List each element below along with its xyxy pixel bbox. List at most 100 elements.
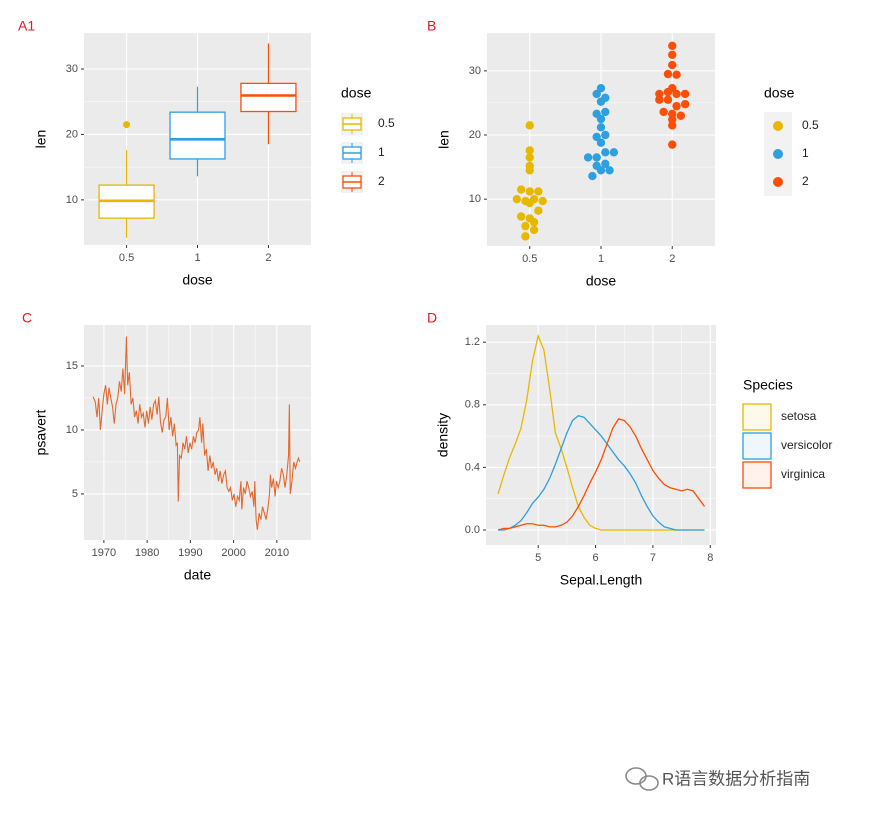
dot [680, 89, 690, 99]
dot [588, 171, 597, 181]
legend-glyph [773, 177, 783, 187]
x-axis-title: dose [586, 273, 617, 289]
panel-tag: B [427, 18, 436, 34]
watermark-icon [625, 767, 659, 791]
dot [672, 89, 681, 99]
y-tick-label: 20 [469, 129, 481, 141]
dot [672, 70, 681, 79]
dot [592, 109, 601, 119]
legend-glyph [773, 121, 783, 131]
x-tick-label: 1 [194, 252, 200, 264]
y-tick-label: 0.4 [465, 461, 480, 473]
dot [534, 187, 543, 196]
x-tick-label: 1990 [178, 547, 202, 559]
dot [609, 148, 619, 157]
dot [596, 166, 606, 175]
panel-tag: C [22, 310, 32, 326]
y-tick-label: 1.2 [465, 336, 480, 348]
legend-label: 0.5 [802, 118, 819, 132]
y-axis-title: len [436, 130, 452, 149]
dot [601, 107, 610, 117]
x-tick-label: 2 [669, 253, 675, 265]
dot [668, 50, 677, 60]
y-tick-label: 0.0 [465, 524, 480, 536]
x-tick-label: 1970 [92, 547, 116, 559]
dot [668, 60, 677, 70]
dot [525, 146, 534, 155]
legend-label: virginica [781, 467, 825, 481]
y-tick-label: 30 [469, 65, 481, 77]
dot [525, 153, 534, 162]
x-tick-label: 1980 [135, 547, 159, 559]
legend-label: 2 [802, 174, 809, 188]
dot [676, 111, 686, 120]
dot [592, 153, 601, 162]
dot [659, 107, 668, 117]
x-tick-label: 8 [707, 552, 713, 564]
dot [663, 95, 673, 104]
legend-glyph [773, 149, 783, 159]
y-tick-label: 0.8 [465, 399, 480, 411]
legend-label: versicolor [781, 438, 832, 452]
x-tick-label: 2 [265, 252, 271, 264]
dot [521, 221, 530, 231]
y-tick-label: 10 [66, 194, 78, 206]
y-tick-label: 15 [66, 360, 78, 372]
dot [538, 196, 547, 206]
dot [672, 101, 681, 111]
y-axis-title: density [435, 413, 451, 457]
dot [592, 132, 601, 142]
dot [521, 232, 530, 241]
dot [668, 41, 677, 51]
y-tick-label: 20 [66, 128, 78, 140]
x-tick-label: 7 [650, 552, 656, 564]
dot [680, 100, 690, 109]
density-line [497, 333, 705, 531]
density-line [497, 418, 706, 531]
outlier [123, 121, 131, 129]
dot [655, 89, 664, 99]
dot [525, 198, 534, 208]
x-tick-label: 0.5 [119, 252, 134, 264]
line [92, 336, 301, 530]
dot [529, 225, 539, 235]
legend-title: dose [341, 85, 372, 101]
dot [596, 123, 606, 132]
y-tick-label: 10 [66, 424, 78, 436]
x-tick-label: 2010 [265, 547, 289, 559]
y-tick-label: 30 [66, 63, 78, 75]
y-axis-title: len [33, 130, 49, 149]
x-axis-title: dose [182, 272, 213, 288]
legend-label: setosa [781, 409, 817, 423]
legend-key [742, 403, 772, 431]
dot [596, 83, 606, 93]
dot [525, 121, 534, 130]
legend-label: 0.5 [378, 116, 395, 130]
box [169, 111, 226, 160]
box [240, 82, 297, 113]
x-tick-label: 2000 [221, 547, 245, 559]
dot [583, 153, 593, 162]
y-tick-label: 10 [469, 193, 481, 205]
dot [605, 166, 614, 175]
legend-title: Species [743, 377, 793, 393]
dot [525, 187, 534, 196]
y-axis-title: psavert [33, 409, 49, 455]
x-tick-label: 6 [592, 552, 598, 564]
dot [668, 83, 677, 93]
x-tick-label: 1 [598, 253, 604, 265]
dot [663, 69, 673, 79]
dot [516, 185, 526, 194]
dot [525, 214, 534, 223]
legend-label: 1 [378, 145, 385, 159]
x-tick-label: 5 [535, 552, 541, 564]
dot [512, 194, 522, 204]
dot [601, 130, 610, 140]
x-tick-label: 0.5 [522, 253, 537, 265]
dot [601, 93, 610, 102]
legend-label: 1 [802, 146, 809, 160]
x-axis-title: Sepal.Length [560, 572, 643, 588]
dot [601, 148, 610, 157]
